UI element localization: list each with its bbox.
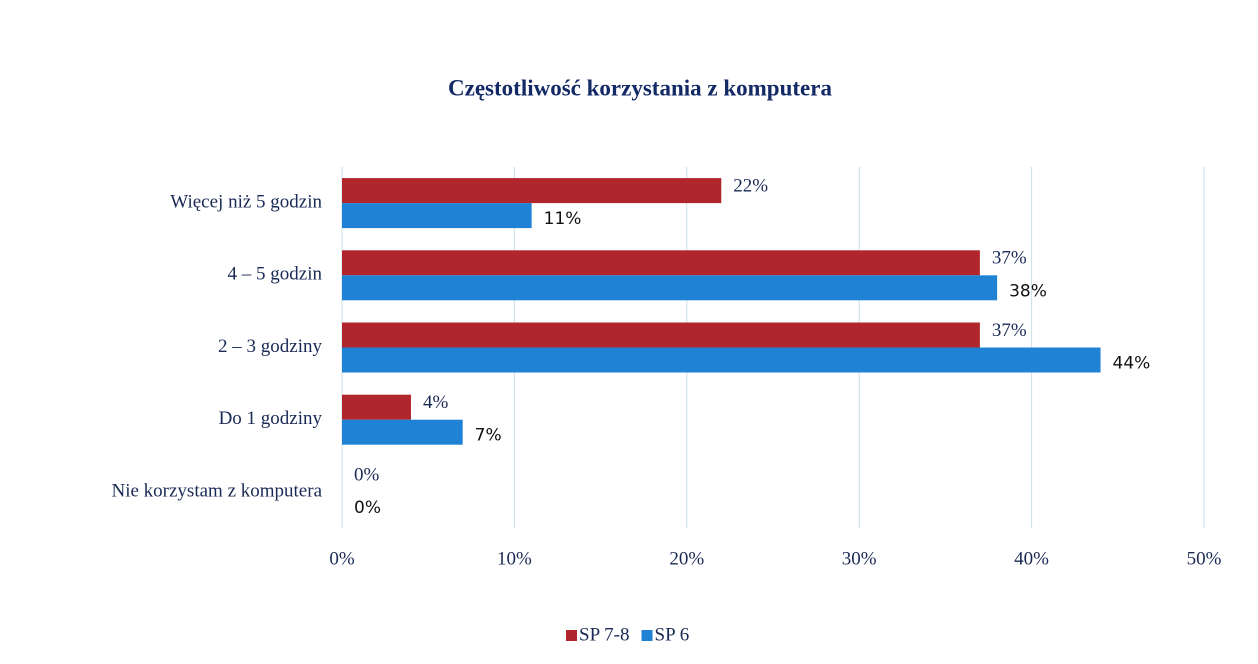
x-tick-label: 40% <box>1014 548 1049 569</box>
legend-swatch <box>566 630 577 641</box>
y-tick-label: Do 1 godziny <box>219 408 323 429</box>
bar <box>342 178 722 204</box>
y-tick-label: Nie korzystam z komputera <box>111 480 322 501</box>
value-label: 37% <box>992 320 1027 341</box>
legend-swatch <box>641 630 653 641</box>
x-tick-label: 30% <box>842 548 877 569</box>
value-label: 37% <box>992 248 1027 269</box>
bar <box>342 419 463 445</box>
value-label: 0% <box>354 498 381 518</box>
x-tick-label: 10% <box>497 548 532 569</box>
bar <box>342 347 1101 373</box>
value-label: 4% <box>423 392 449 413</box>
bar <box>342 250 980 276</box>
x-tick-label: 50% <box>1187 548 1222 569</box>
chart-title: Częstotliwość korzystania z komputera <box>448 75 832 100</box>
bar <box>342 322 980 348</box>
x-tick-label: 20% <box>669 548 704 569</box>
y-tick-label: Więcej niż 5 godzin <box>170 191 322 212</box>
value-label: 22% <box>733 175 768 196</box>
bar <box>342 394 411 420</box>
y-tick-label: 4 – 5 godzin <box>228 264 323 285</box>
y-tick-label: 2 – 3 godziny <box>218 336 322 357</box>
value-label: 38% <box>1009 281 1047 301</box>
value-label: 7% <box>475 426 502 446</box>
x-tick-label: 0% <box>329 548 355 569</box>
legend-label: SP 6 <box>655 624 690 645</box>
bar <box>342 275 998 301</box>
legend-label: SP 7-8 <box>579 624 630 645</box>
bar <box>342 203 532 229</box>
value-label: 0% <box>354 464 380 485</box>
value-label: 44% <box>1113 354 1151 374</box>
value-label: 11% <box>544 209 582 229</box>
